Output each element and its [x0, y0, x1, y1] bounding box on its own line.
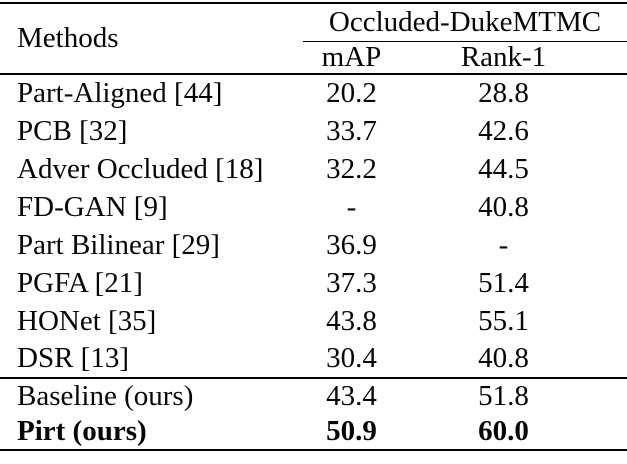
rank1-cell: -: [498, 228, 509, 261]
map-cell: 37.3: [326, 266, 377, 299]
method-cell: PGFA [21]: [17, 266, 143, 299]
method-cell: Part-Aligned [44]: [17, 77, 223, 109]
map-cell: 32.2: [326, 152, 377, 185]
map-cell: 36.9: [326, 228, 377, 261]
table-row: PGFA [21] 37.3 51.4: [0, 264, 627, 302]
header-group-row: Methods Occluded-DukeMTMC: [0, 3, 627, 75]
map-column-header: mAP: [303, 41, 400, 75]
table-row-pirt-ours: Pirt (ours) 50.9 60.0: [0, 414, 627, 450]
method-cell: FD-GAN [9]: [17, 190, 168, 223]
map-cell: 50.9: [326, 415, 377, 447]
rank1-cell: 28.8: [478, 77, 529, 109]
rank1-cell: 55.1: [478, 304, 529, 337]
table-row: Adver Occluded [18] 32.2 44.5: [0, 150, 627, 188]
map-cell: 33.7: [326, 114, 377, 147]
method-cell: Adver Occluded [18]: [17, 152, 264, 185]
rank1-cell: 60.0: [478, 415, 529, 447]
rank1-cell: 51.8: [400, 377, 627, 414]
method-cell: Part Bilinear [29]: [17, 228, 220, 261]
table-row-baseline-ours: Baseline (ours) 43.4 51.8: [0, 377, 627, 414]
table-row: PCB [32] 33.7 42.6: [0, 112, 627, 150]
methods-column-header: Methods: [0, 3, 303, 75]
rank1-cell: 51.4: [478, 266, 529, 299]
results-table: Methods Occluded-DukeMTMC mAP Rank-1 Par…: [0, 2, 627, 451]
dataset-group-header: Occluded-DukeMTMC: [303, 3, 627, 42]
table-row: Part Bilinear [29] 36.9 -: [0, 226, 627, 264]
method-cell: PCB [32]: [17, 114, 128, 147]
header-metric-row: mAP Rank-1: [0, 41, 627, 75]
map-cell: 43.4: [303, 377, 400, 414]
rank1-cell: 44.5: [478, 152, 529, 185]
map-cell: -: [346, 190, 357, 223]
table-row: DSR [13] 30.4 40.8: [0, 340, 627, 378]
rank1-column-header: Rank-1: [400, 41, 627, 75]
method-cell: Pirt (ours): [17, 415, 147, 447]
map-cell: 30.4: [326, 342, 377, 374]
method-cell: HONet [35]: [17, 304, 157, 337]
rank1-cell: 42.6: [478, 114, 529, 147]
map-cell: 20.2: [326, 77, 377, 109]
rank1-cell: 40.8: [478, 190, 529, 223]
rank1-cell: 40.8: [478, 342, 529, 374]
method-cell: DSR [13]: [17, 342, 129, 374]
map-cell: 43.8: [326, 304, 377, 337]
method-cell: Baseline (ours): [0, 377, 303, 414]
table-row: HONet [35] 43.8 55.1: [0, 302, 627, 340]
table-row: FD-GAN [9] - 40.8: [0, 188, 627, 226]
table-row: Part-Aligned [44] 20.2 28.8: [0, 74, 627, 112]
